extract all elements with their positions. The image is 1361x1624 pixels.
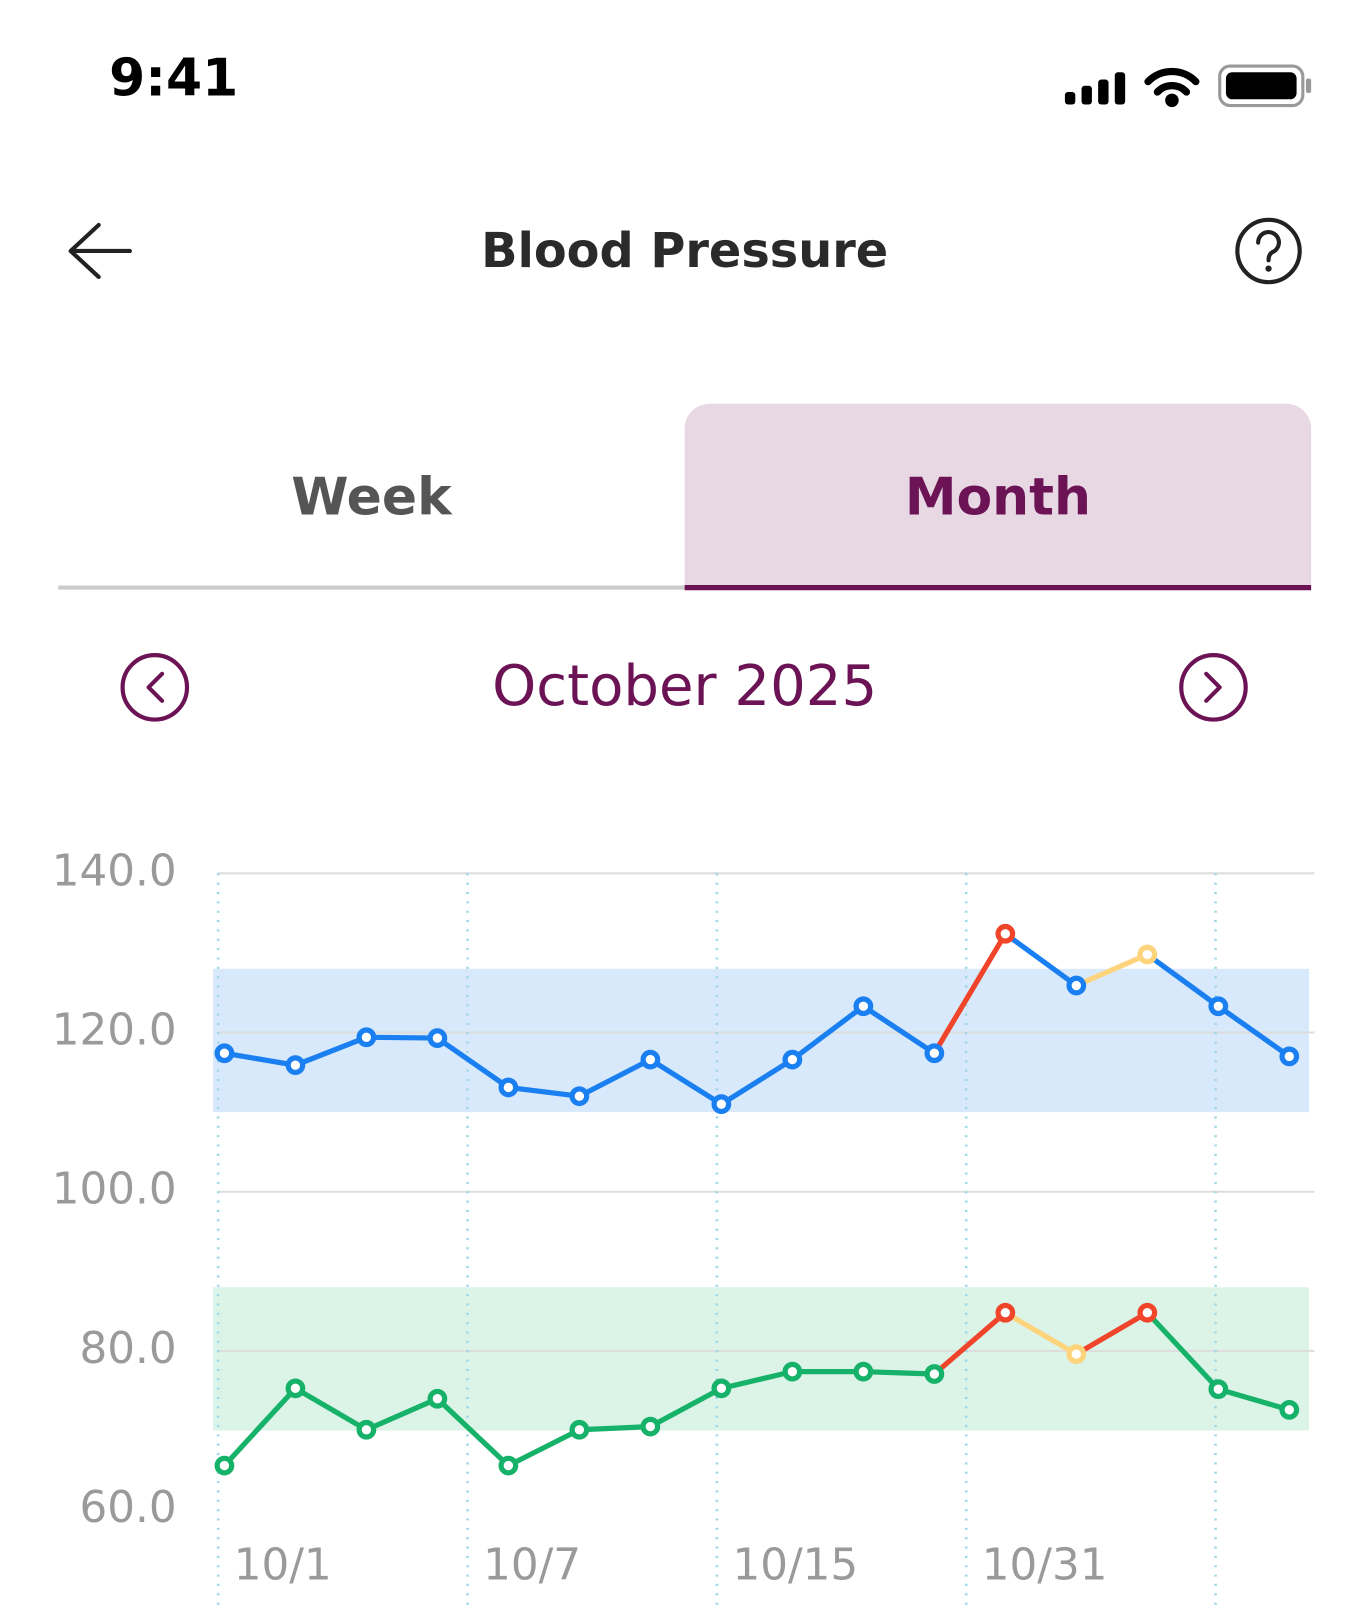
line-segment [931, 931, 1008, 1056]
data-point [1279, 1046, 1300, 1067]
x-tick-label: 10/15 [732, 1540, 858, 1590]
normal-range-band [212, 968, 1310, 1113]
line-segment [505, 1084, 582, 1099]
y-tick-label: 80.0 [79, 1324, 176, 1374]
data-point [427, 1028, 448, 1048]
data-point [1279, 1399, 1300, 1420]
data-point [782, 1361, 803, 1382]
data-point [498, 1077, 519, 1098]
line-segment [789, 1003, 866, 1063]
line-segment [647, 1385, 724, 1430]
chart: 60.0 80.0 100.0 120.0 140.0 10/1 10/7 10/15 10/3… [52, 846, 1315, 1606]
data-point [356, 1027, 377, 1048]
line-segment [1215, 1003, 1292, 1059]
tab-label[interactable]: Week [291, 467, 453, 527]
data-point [1066, 1344, 1087, 1364]
line-segment [931, 1310, 1008, 1377]
line-segment [1144, 1310, 1221, 1392]
data-point [853, 1361, 874, 1382]
data-point [498, 1455, 519, 1476]
data-point [782, 1049, 803, 1070]
line-segment [505, 1427, 582, 1469]
data-point [427, 1388, 448, 1409]
data-point [995, 923, 1016, 944]
data-point [711, 1378, 732, 1399]
line-segment [292, 1385, 369, 1433]
line-segment [647, 1056, 724, 1107]
normal-range-band [212, 1287, 1310, 1431]
y-tick-label: 120.0 [52, 1006, 177, 1056]
line-segment [1002, 1310, 1079, 1357]
line-segment [860, 1369, 937, 1377]
data-point [924, 1364, 945, 1384]
help-button[interactable] [1235, 217, 1302, 285]
line-segment [1215, 1386, 1292, 1413]
data-point [853, 996, 874, 1017]
back-button[interactable] [68, 222, 132, 280]
status-time: 9:41 [109, 49, 238, 109]
y-tick-label: 140.0 [52, 846, 177, 896]
line-segment [576, 1423, 653, 1433]
page-title: Blood Pressure [481, 224, 888, 279]
data-point [995, 1302, 1016, 1323]
x-tick-label: 10/1 [234, 1540, 332, 1590]
y-tick-label: 60.0 [79, 1483, 176, 1533]
tab-label[interactable]: Month [905, 467, 1091, 527]
tab-background [684, 403, 1312, 588]
signal-icon [1064, 72, 1126, 105]
line-segment [292, 1034, 369, 1068]
line-segment [363, 1034, 440, 1041]
line-segment [718, 1056, 795, 1107]
data-point [569, 1419, 590, 1440]
next-button[interactable] [1179, 653, 1248, 722]
data-point [1208, 1379, 1229, 1400]
data-point [1066, 975, 1087, 996]
line-segment [221, 1385, 299, 1469]
data-point [1137, 944, 1158, 965]
line-segment [576, 1056, 653, 1099]
data-point [214, 1455, 235, 1476]
data-point [640, 1049, 661, 1070]
line-segment [860, 1003, 937, 1056]
data-point [1208, 996, 1229, 1017]
prev-button[interactable] [120, 653, 190, 722]
line-segment [718, 1369, 795, 1391]
data-point [924, 1043, 945, 1064]
x-tick-label: 10/7 [483, 1540, 581, 1590]
data-point [356, 1419, 377, 1440]
y-tick-label: 100.0 [52, 1165, 177, 1215]
data-point [569, 1086, 590, 1107]
line-segment [1073, 951, 1150, 989]
data-point [285, 1055, 306, 1076]
wifi-icon [1144, 67, 1200, 108]
line-segment [1073, 1310, 1150, 1357]
period-label: October 2025 [492, 654, 877, 719]
line-segment [221, 1050, 299, 1068]
line-segment [363, 1396, 440, 1433]
line-segment [1002, 931, 1079, 989]
data-point [285, 1378, 306, 1399]
line-segment [434, 1396, 511, 1469]
data-point [214, 1043, 235, 1064]
x-tick-label: 10/31 [982, 1540, 1108, 1590]
line-segment [1144, 951, 1221, 1009]
data-point [640, 1416, 661, 1437]
data-point [711, 1094, 732, 1115]
battery-icon [1218, 64, 1312, 108]
data-point [1137, 1302, 1158, 1323]
line-segment [434, 1035, 511, 1091]
